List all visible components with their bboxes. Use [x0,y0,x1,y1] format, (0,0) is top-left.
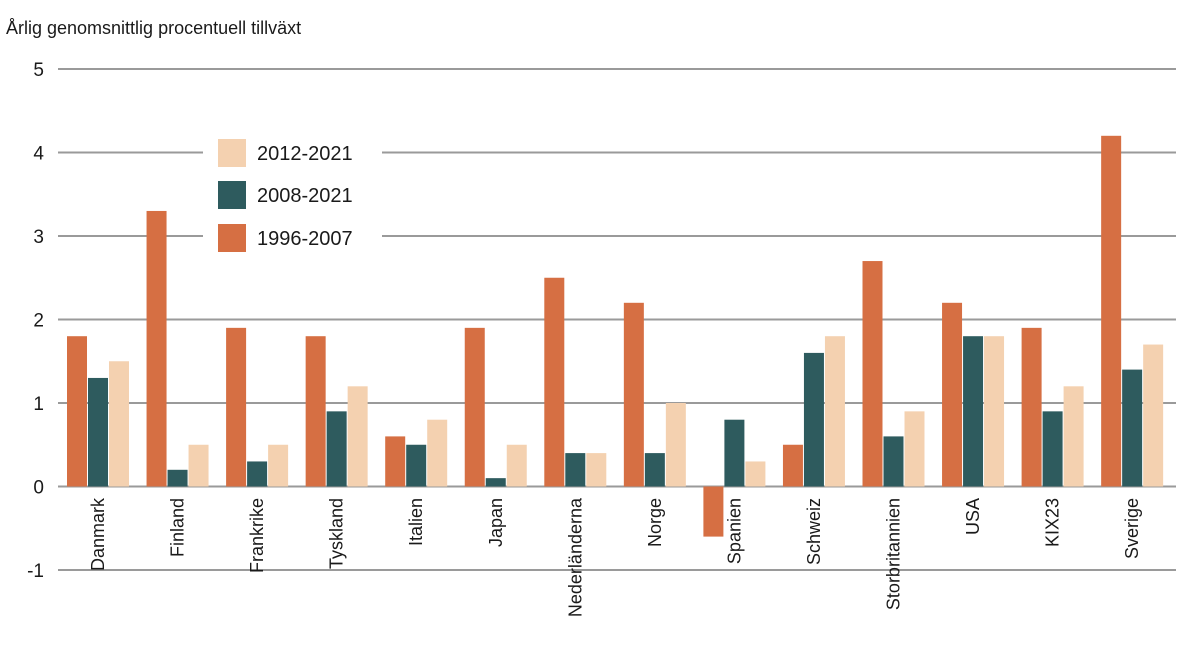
x-tick-label: USA [963,498,983,535]
bar [268,444,289,487]
bar [862,261,883,487]
bar [1021,327,1042,487]
bar [904,411,925,487]
legend: 2012-2021 2008-2021 1996-2007 [218,139,353,252]
y-tick-label: 2 [33,311,44,332]
y-tick-label: 0 [33,478,44,499]
bar [88,377,108,487]
bar [226,327,247,487]
legend-swatch [218,224,246,252]
y-tick-label: 1 [33,394,44,415]
bar [586,453,607,487]
bar [544,277,565,487]
x-tick-label: Frankrike [247,498,267,573]
bar [347,386,368,487]
legend-label: 2012-2021 [257,143,353,165]
legend-label: 2008-2021 [257,185,353,207]
bar [385,436,406,487]
y-tick-label: 3 [33,227,44,248]
bar [984,336,1005,487]
bar [803,352,824,487]
bar [745,461,766,487]
y-tick-label: 5 [33,60,44,81]
legend-swatch [218,139,246,167]
bar [1143,344,1164,487]
bar [326,411,347,487]
bar [942,302,963,487]
bar [427,419,448,487]
bar [485,478,506,487]
bar [406,444,427,487]
x-tick-label: Norge [645,498,665,547]
x-tick-label: Danmark [88,497,108,571]
bar [1063,386,1084,487]
bar [824,336,845,487]
bar [703,486,724,537]
bar [305,336,326,487]
bar [464,327,485,487]
legend-label: 1996-2007 [257,228,353,250]
y-tick-label: -1 [27,561,44,582]
bar [146,210,167,487]
bar [883,436,904,487]
y-tick-labels: 5 4 3 2 1 0 -1 [27,60,44,582]
x-tick-label: Spanien [724,498,744,564]
bar [247,461,268,487]
bar [109,361,129,487]
legend-swatch [218,181,246,209]
x-tick-label: Storbritannien [884,498,904,610]
x-tick-label: Japan [486,498,506,547]
x-tick-labels: Danmark Finland Frankrike Tyskland Italien Ja… [88,497,1142,617]
bar [565,453,586,487]
x-tick-label: Nederländerna [565,497,585,617]
x-tick-label: Italien [406,498,426,546]
bar [1101,135,1122,487]
bars [67,135,1164,537]
bar [167,469,188,487]
bar [623,302,644,487]
bar [644,453,665,487]
bar [1042,411,1063,487]
bar [506,444,527,487]
bar [963,336,984,487]
y-axis-label: Årlig genomsnittlig procentuell tillväxt [6,18,301,38]
x-tick-label: Tyskland [327,498,347,569]
y-tick-label: 4 [33,144,44,165]
bar [1122,369,1143,487]
x-tick-label: Finland [168,498,188,557]
bar [67,336,87,487]
bar [188,444,209,487]
bar [782,444,803,487]
x-tick-label: KIX23 [1043,498,1063,547]
bar [665,403,686,487]
bar [724,419,745,487]
x-tick-label: Schweiz [804,498,824,565]
x-tick-label: Sverige [1122,498,1142,559]
